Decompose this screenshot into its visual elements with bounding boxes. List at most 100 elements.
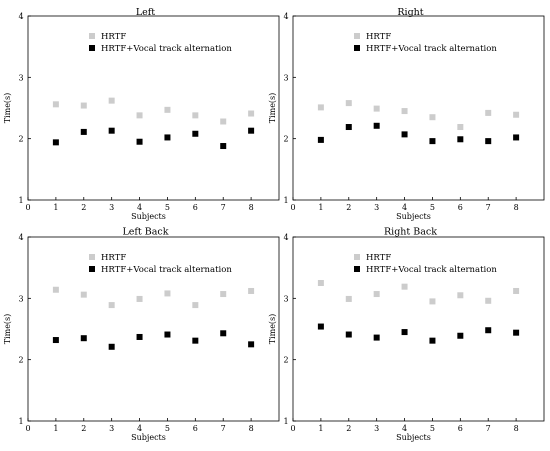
y-tick-label: 1 [18, 417, 23, 426]
y-tick-label: 3 [283, 294, 288, 303]
hrtf-point [108, 97, 115, 104]
x-tick-label: 7 [221, 203, 226, 212]
x-tick-label: 4 [402, 424, 407, 433]
y-tick-label: 3 [283, 73, 288, 82]
y-tick-label: 4 [18, 233, 23, 242]
plot-frame [27, 236, 280, 422]
hrtf-point [373, 291, 380, 298]
x-tick-label: 8 [249, 203, 254, 212]
hrtf-vocal-point [80, 128, 87, 135]
y-tick-label: 2 [283, 356, 288, 365]
x-tick-label: 1 [53, 424, 58, 433]
y-tick-label: 2 [18, 135, 23, 144]
hrtf-point [164, 106, 171, 113]
y-tick-label: 2 [18, 356, 23, 365]
x-tick-label: 1 [53, 203, 58, 212]
plot-frame [292, 15, 545, 201]
hrtf-point [220, 291, 227, 298]
hrtf-point [136, 295, 143, 302]
x-tick-label: 0 [25, 424, 30, 433]
hrtf-point [164, 290, 171, 297]
x-tick-label: 6 [458, 203, 463, 212]
x-axis-label: Subjects [396, 433, 431, 442]
legend-label: HRTF+Vocal track alternation [101, 265, 232, 275]
hrtf-vocal-point [429, 337, 436, 344]
hrtf-point [80, 291, 87, 298]
hrtf-vocal-point [52, 139, 59, 146]
hrtf-vocal-point [345, 331, 352, 338]
x-tick-label: 3 [374, 424, 379, 433]
chart-title: Left [136, 7, 155, 18]
x-tick-label: 0 [290, 424, 295, 433]
hrtf-point [457, 124, 464, 131]
hrtf-point [401, 108, 408, 115]
x-tick-label: 3 [109, 203, 114, 212]
x-tick-label: 1 [318, 203, 323, 212]
hrtf-point [220, 118, 227, 125]
y-tick-label: 1 [283, 196, 288, 205]
x-tick-label: 0 [290, 203, 295, 212]
x-tick-label: 6 [193, 424, 198, 433]
hrtf-vocal-point [136, 138, 143, 145]
hrtf-point [485, 297, 492, 304]
legend-marker [354, 266, 360, 272]
chart-title: Left Back [122, 227, 168, 238]
hrtf-point [429, 298, 436, 305]
hrtf-point [108, 302, 115, 309]
legend-label: HRTF+Vocal track alternation [101, 44, 232, 54]
y-tick-label: 4 [283, 12, 288, 21]
hrtf-vocal-point [220, 330, 227, 337]
hrtf-vocal-point [108, 343, 115, 350]
hrtf-point [401, 283, 408, 290]
hrtf-vocal-point [248, 127, 255, 134]
x-tick-label: 4 [402, 203, 407, 212]
y-axis-label: Time(s) [268, 314, 277, 345]
hrtf-point [457, 292, 464, 299]
y-tick-label: 4 [283, 233, 288, 242]
legend-marker [89, 266, 95, 272]
chart-title: Right Back [384, 227, 437, 238]
y-axis-label: Time(s) [268, 93, 277, 124]
plot-frame [292, 236, 545, 422]
legend-marker [354, 254, 360, 260]
hrtf-point [136, 112, 143, 119]
x-tick-label: 3 [374, 203, 379, 212]
x-tick-label: 1 [318, 424, 323, 433]
hrtf-point [345, 295, 352, 302]
hrtf-vocal-point [457, 332, 464, 339]
legend-label: HRTF [366, 32, 391, 42]
hrtf-point [345, 100, 352, 107]
x-tick-label: 2 [346, 203, 351, 212]
hrtf-vocal-point [401, 131, 408, 138]
x-tick-label: 2 [81, 424, 86, 433]
hrtf-vocal-point [136, 333, 143, 340]
hrtf-vocal-point [373, 334, 380, 341]
hrtf-vocal-point [317, 323, 324, 330]
hrtf-vocal-point [108, 127, 115, 134]
hrtf-vocal-point [345, 124, 352, 131]
y-tick-label: 4 [18, 12, 23, 21]
hrtf-vocal-point [220, 143, 227, 150]
hrtf-point [513, 287, 520, 294]
legend-marker [354, 33, 360, 39]
hrtf-point [248, 110, 255, 117]
legend-marker [89, 45, 95, 51]
legend-marker [354, 45, 360, 51]
x-tick-label: 4 [137, 203, 142, 212]
hrtf-point [513, 111, 520, 118]
hrtf-point [485, 109, 492, 116]
hrtf-point [429, 114, 436, 121]
x-tick-label: 2 [81, 203, 86, 212]
chart-title: Right [397, 7, 423, 18]
x-tick-label: 8 [514, 203, 519, 212]
hrtf-point [192, 112, 199, 119]
y-tick-label: 2 [283, 135, 288, 144]
y-tick-label: 3 [18, 294, 23, 303]
hrtf-vocal-point [485, 138, 492, 145]
hrtf-point [52, 286, 59, 293]
x-tick-label: 7 [221, 424, 226, 433]
legend-marker [89, 33, 95, 39]
x-tick-label: 8 [514, 424, 519, 433]
